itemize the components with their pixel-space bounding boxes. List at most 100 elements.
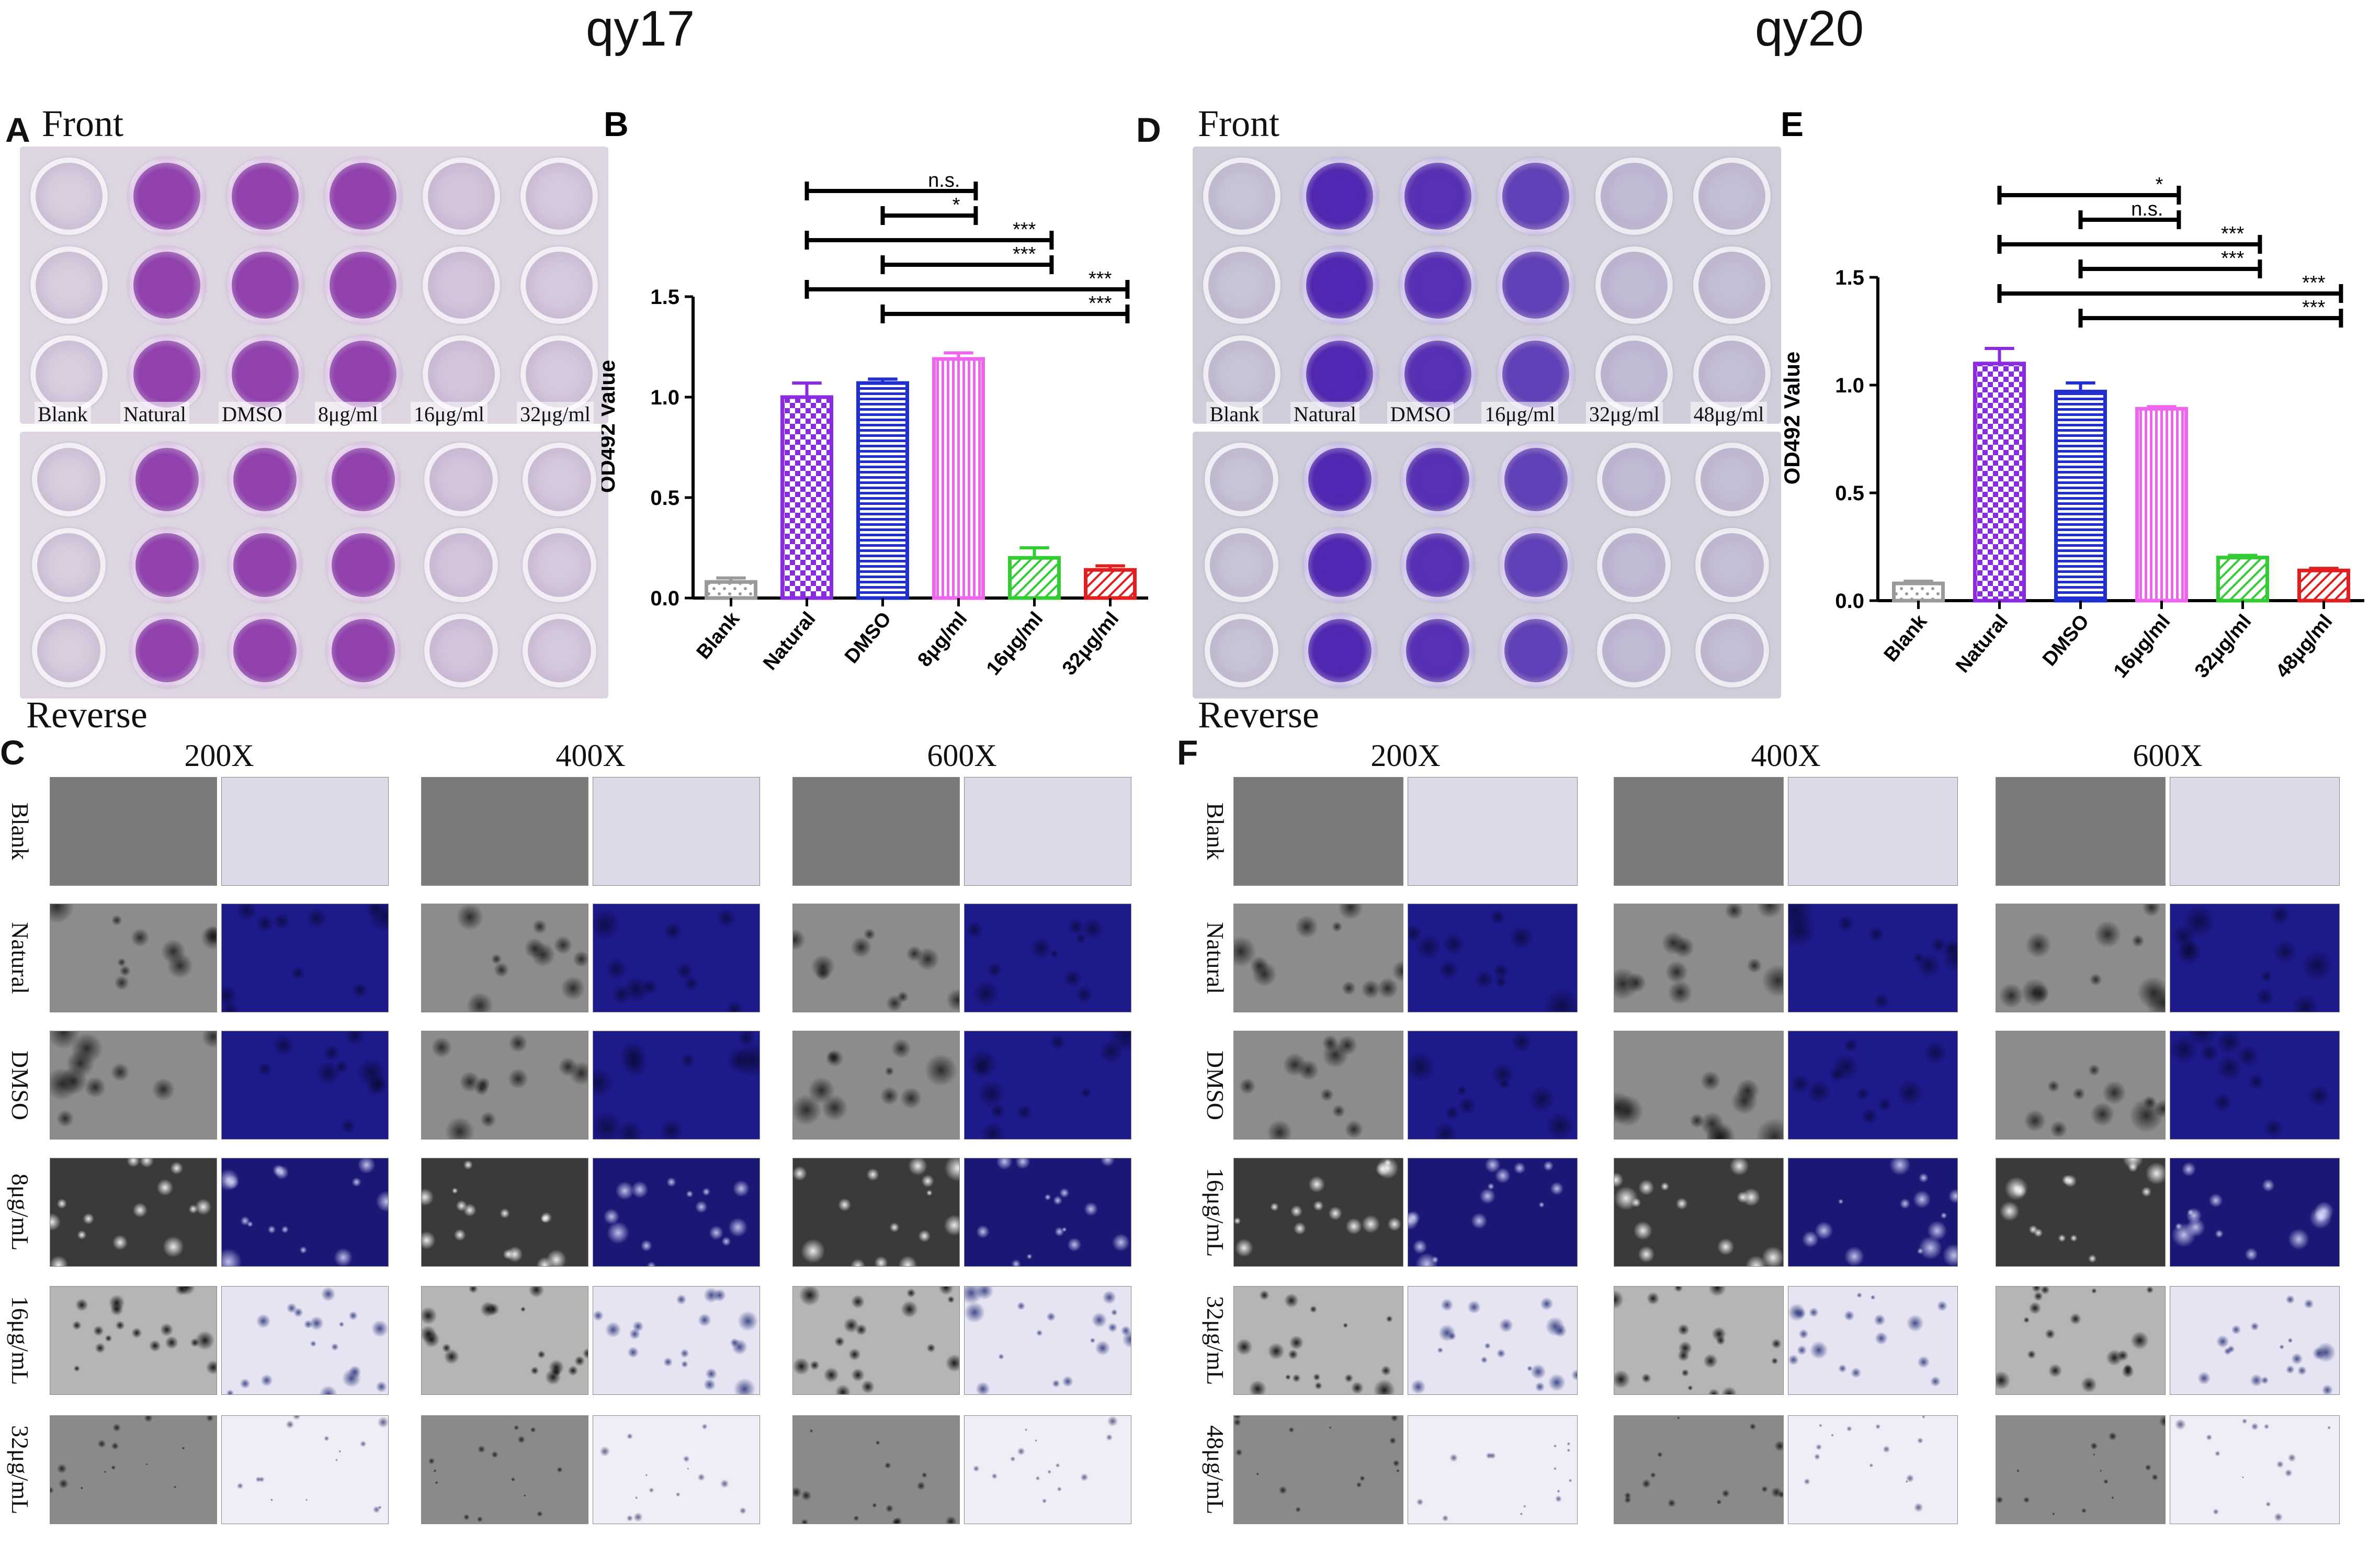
panel-letter-a: A — [5, 110, 30, 149]
panel-letter-d: D — [1136, 110, 1161, 149]
well — [326, 613, 400, 688]
bar — [705, 580, 757, 600]
well — [1597, 613, 1671, 688]
grayscale-micrograph — [50, 1415, 217, 1524]
well — [128, 157, 206, 235]
well — [1399, 335, 1477, 413]
well — [522, 613, 596, 688]
well — [1302, 613, 1377, 688]
stained-micrograph — [1408, 777, 1578, 886]
plate-reverse — [1193, 432, 1781, 698]
stained-micrograph — [964, 777, 1131, 886]
magnification-label: 200X — [184, 738, 254, 773]
grayscale-micrograph — [1614, 1031, 1784, 1140]
grayscale-micrograph — [50, 1158, 217, 1267]
well — [1499, 443, 1573, 517]
well-label: 16μg/ml — [411, 402, 488, 428]
well — [1301, 335, 1379, 413]
well — [32, 528, 106, 602]
well-label: 32μg/ml — [1585, 402, 1663, 428]
grayscale-micrograph — [1233, 1415, 1403, 1524]
magnification-label: 400X — [1751, 738, 1821, 773]
panel-d-plate: Blank Natural DMSO 16μg/ml 32μg/ml 48μg/ml — [1193, 146, 1781, 698]
significance-label: *** — [2302, 297, 2326, 319]
panel-letter-c: C — [0, 733, 25, 772]
well — [1203, 246, 1280, 324]
y-tick-label: 0.5 — [1835, 482, 1864, 505]
grayscale-micrograph — [1614, 1158, 1784, 1267]
grayscale-micrograph — [421, 777, 588, 886]
well — [424, 528, 498, 602]
well — [1301, 157, 1379, 235]
panel-b-bar-chart: 0.0 0.5 1.0 1.5 OD492 Value Blank Natural DMSO 8… — [602, 105, 1148, 680]
well — [1205, 613, 1279, 688]
y-axis-label: OD492 Value — [1780, 352, 1804, 484]
well-label: DMSO — [1387, 402, 1454, 428]
stained-micrograph — [964, 1031, 1131, 1140]
x-tick-label: DMSO — [2038, 611, 2093, 670]
well-label: 16μg/ml — [1481, 402, 1559, 428]
significance-label: *** — [1013, 243, 1036, 265]
grayscale-micrograph — [1996, 1415, 2166, 1524]
stained-micrograph — [593, 1286, 760, 1395]
title-qy17: qy17 — [586, 1, 695, 57]
well — [1497, 157, 1575, 235]
y-tick-label: 1.0 — [1835, 374, 1864, 397]
well — [228, 528, 302, 602]
row-label: 32μg/mL — [7, 1425, 33, 1515]
row-label: Natural — [1202, 922, 1229, 994]
well-label: 48μg/ml — [1690, 402, 1767, 428]
x-tick-label: 32μg/ml — [2191, 611, 2256, 682]
x-tick-label: 8μg/ml — [913, 608, 971, 671]
bar — [1008, 556, 1061, 600]
panel-a-reverse-label: Reverse — [26, 694, 148, 736]
well — [326, 528, 400, 602]
bar — [780, 395, 833, 600]
grayscale-micrograph — [421, 1415, 588, 1524]
grayscale-micrograph — [50, 904, 217, 1012]
well — [1595, 157, 1673, 235]
grayscale-micrograph — [1996, 1158, 2166, 1267]
stained-micrograph — [1408, 904, 1578, 1012]
well — [1693, 246, 1771, 324]
grayscale-micrograph — [1614, 1415, 1784, 1524]
well-label: 8μg/ml — [314, 402, 381, 428]
bar — [2054, 389, 2107, 603]
well — [520, 246, 598, 324]
significance-label: *** — [1089, 268, 1112, 290]
panel-letter: E — [1781, 105, 1804, 143]
well — [30, 246, 108, 324]
bar — [2216, 556, 2269, 603]
magnification-label: 600X — [927, 738, 997, 773]
well — [1497, 246, 1575, 324]
stained-micrograph — [593, 1415, 760, 1524]
well — [1301, 246, 1379, 324]
well — [1302, 443, 1377, 517]
well — [1595, 246, 1673, 324]
x-tick-label: 16μg/ml — [2110, 611, 2175, 682]
grayscale-micrograph — [792, 1415, 960, 1524]
panel-letter: B — [604, 105, 629, 143]
well-label: Natural — [120, 402, 189, 428]
well — [1203, 335, 1280, 413]
well — [1597, 528, 1671, 602]
well — [520, 157, 598, 235]
well — [30, 335, 108, 413]
panel-a-plate: Blank Natural DMSO 8μg/ml 16μg/ml 32μg/ml — [20, 146, 608, 698]
x-tick-label: Natural — [1952, 611, 2012, 677]
well-label: Blank — [35, 402, 91, 428]
stained-micrograph — [1788, 1415, 1958, 1524]
stained-micrograph — [221, 1286, 389, 1395]
well — [326, 443, 400, 517]
plate-reverse — [20, 432, 608, 698]
well — [522, 528, 596, 602]
stained-micrograph — [964, 1415, 1131, 1524]
stained-micrograph — [221, 1158, 389, 1267]
grayscale-micrograph — [421, 1158, 588, 1267]
well — [1497, 335, 1575, 413]
x-tick-label: Blank — [1880, 610, 1932, 666]
well — [422, 157, 500, 235]
well — [424, 613, 498, 688]
well-label: Natural — [1290, 402, 1359, 428]
grayscale-micrograph — [792, 777, 960, 886]
